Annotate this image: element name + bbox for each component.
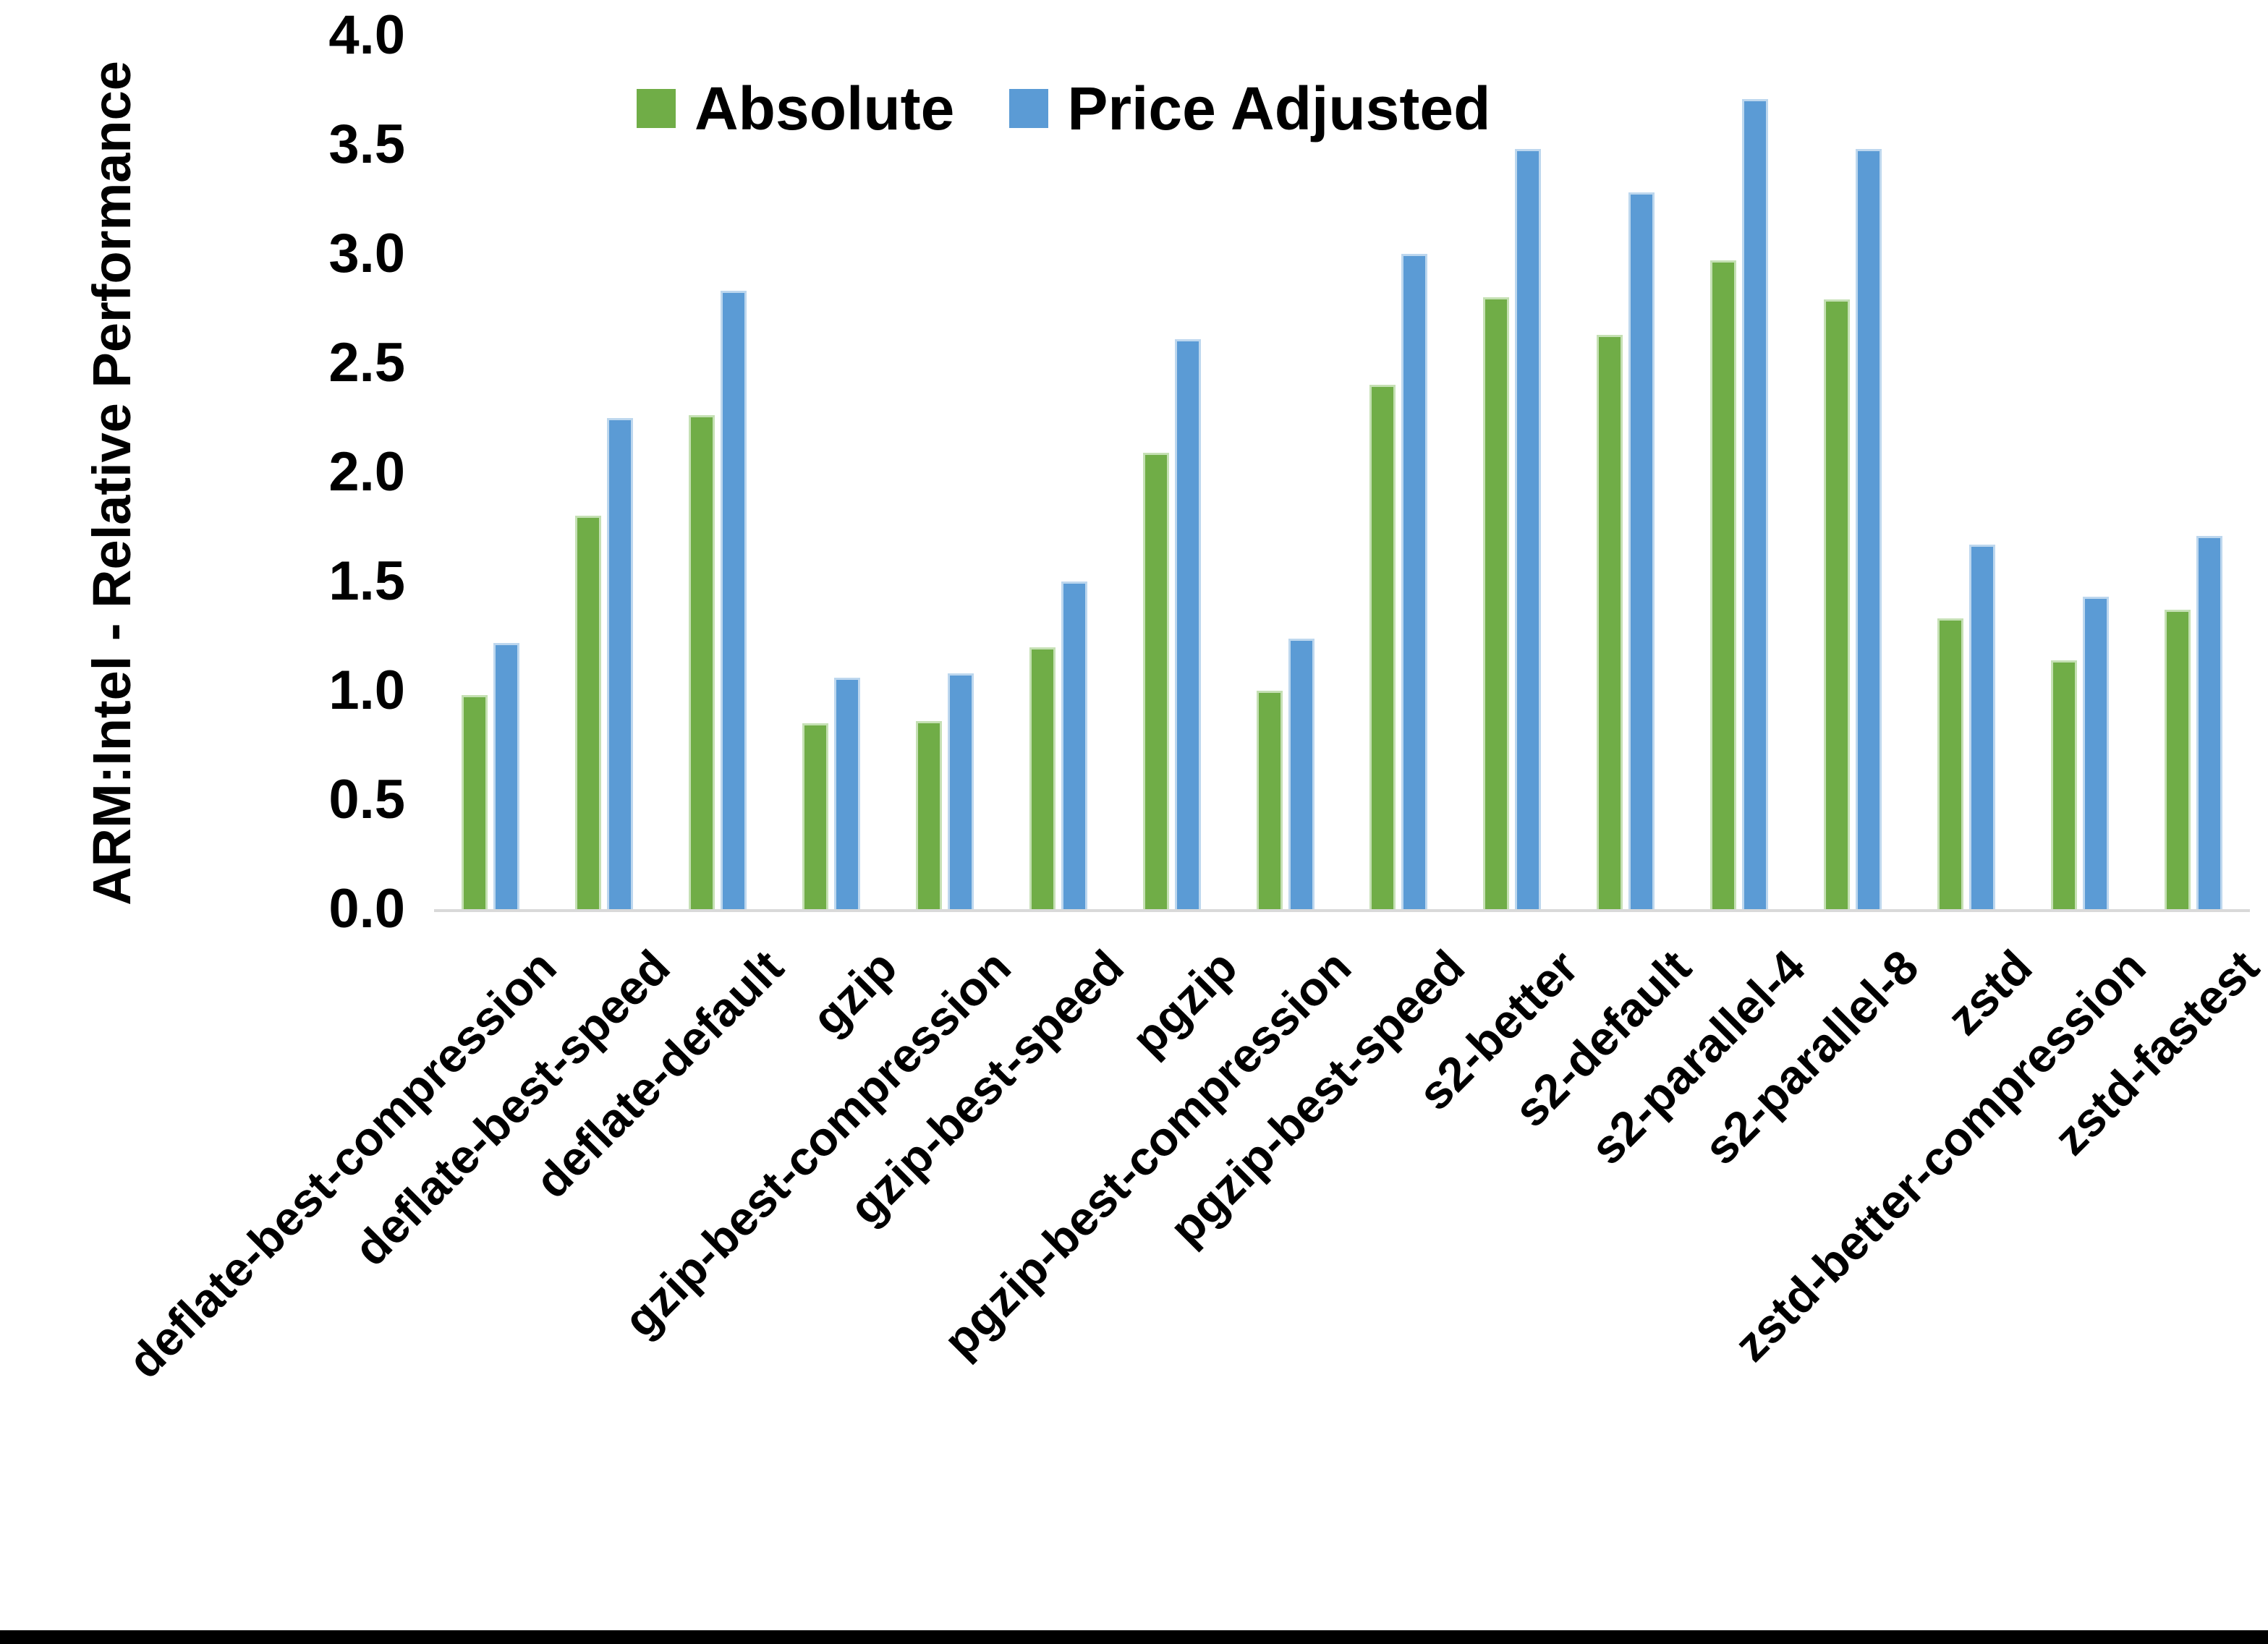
bar-price-adjusted-deflate-best-compression bbox=[493, 642, 520, 909]
y-tick-label-3.0: 3.0 bbox=[328, 223, 405, 284]
bar-price-adjusted-deflate-best-speed bbox=[607, 417, 634, 909]
y-tick-label-1.5: 1.5 bbox=[328, 550, 405, 612]
bar-absolute-s2-parallel-4 bbox=[1710, 260, 1737, 909]
bar-absolute-s2-default bbox=[1597, 334, 1623, 909]
y-tick-label-0.0: 0.0 bbox=[328, 878, 405, 940]
bar-price-adjusted-gzip-best-compression bbox=[947, 673, 974, 909]
bar-price-adjusted-pgzip-best-compression bbox=[1288, 638, 1314, 909]
bottom-border-bar bbox=[0, 1630, 2268, 1644]
legend-item-absolute: Absolute bbox=[637, 78, 954, 139]
bar-absolute-gzip-best-compression bbox=[915, 721, 942, 909]
y-tick-label-2.0: 2.0 bbox=[328, 441, 405, 503]
bar-price-adjusted-deflate-default bbox=[721, 291, 747, 909]
bar-absolute-zstd-better-compression bbox=[2050, 660, 2077, 909]
bar-absolute-deflate-best-speed bbox=[575, 516, 602, 909]
bar-price-adjusted-s2-default bbox=[1628, 192, 1655, 909]
legend-item-price-adjusted: Price Adjusted bbox=[1009, 78, 1490, 139]
bar-absolute-gzip bbox=[802, 723, 829, 909]
bar-price-adjusted-s2-parallel-8 bbox=[1855, 149, 1882, 909]
x-category-label-gzip: gzip bbox=[801, 940, 907, 1045]
bar-absolute-deflate-best-compression bbox=[462, 695, 488, 909]
bar-price-adjusted-s2-better bbox=[1515, 149, 1542, 909]
bar-absolute-zstd-fastest bbox=[2164, 610, 2191, 909]
legend-label-absolute: Absolute bbox=[695, 74, 955, 142]
bar-price-adjusted-zstd bbox=[1968, 544, 1995, 909]
x-axis-line bbox=[434, 909, 2250, 912]
bar-price-adjusted-pgzip-best-speed bbox=[1401, 254, 1428, 909]
bar-price-adjusted-gzip-best-speed bbox=[1061, 582, 1087, 909]
y-tick-label-4.0: 4.0 bbox=[328, 4, 405, 66]
legend-label-price-adjusted: Price Adjusted bbox=[1067, 74, 1491, 142]
bar-price-adjusted-zstd-better-compression bbox=[2082, 597, 2109, 909]
legend-swatch-price-adjusted bbox=[1009, 89, 1049, 128]
bar-absolute-pgzip-best-speed bbox=[1369, 385, 1396, 909]
bar-price-adjusted-pgzip bbox=[1174, 338, 1201, 909]
bar-absolute-s2-parallel-8 bbox=[1823, 299, 1850, 909]
y-tick-label-1.0: 1.0 bbox=[328, 660, 405, 721]
bar-absolute-zstd bbox=[1937, 618, 1963, 909]
y-tick-label-0.5: 0.5 bbox=[328, 769, 405, 830]
x-category-label-deflate-best-compression: deflate-best-compression bbox=[117, 940, 566, 1389]
bar-price-adjusted-s2-parallel-4 bbox=[1742, 98, 1769, 909]
bar-absolute-gzip-best-speed bbox=[1029, 647, 1056, 909]
legend: Absolute Price Adjusted bbox=[637, 78, 1490, 139]
bar-absolute-deflate-default bbox=[689, 415, 715, 909]
x-category-label-zstd: zstd bbox=[1936, 940, 2042, 1045]
legend-swatch-absolute bbox=[637, 89, 676, 128]
bar-absolute-s2-better bbox=[1483, 297, 1510, 909]
bar-absolute-pgzip-best-compression bbox=[1256, 691, 1283, 909]
y-tick-label-2.5: 2.5 bbox=[328, 332, 405, 393]
y-tick-label-3.5: 3.5 bbox=[328, 114, 405, 175]
bar-absolute-pgzip bbox=[1142, 452, 1169, 909]
y-axis-title: ARM:Intel - Relative Performance bbox=[82, 61, 142, 906]
bar-price-adjusted-zstd-fastest bbox=[2196, 535, 2222, 909]
bar-price-adjusted-gzip bbox=[834, 677, 861, 909]
